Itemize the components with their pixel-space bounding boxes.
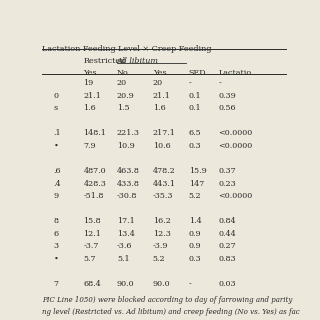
Text: 221.3: 221.3	[117, 129, 140, 137]
Text: 5.7: 5.7	[84, 255, 96, 263]
Text: 15.8: 15.8	[84, 217, 101, 225]
Text: Yes: Yes	[84, 69, 97, 77]
Text: <0.0000: <0.0000	[219, 142, 253, 150]
Text: 487.0: 487.0	[84, 167, 106, 175]
Text: 0.56: 0.56	[219, 104, 236, 112]
Text: <0.0000: <0.0000	[219, 192, 253, 200]
Text: -35.3: -35.3	[153, 192, 173, 200]
Text: ng level (Restricted vs. Ad libitum) and creep feeding (No vs. Yes) as fac: ng level (Restricted vs. Ad libitum) and…	[43, 308, 300, 316]
Text: 7.9: 7.9	[84, 142, 96, 150]
Text: 0.27: 0.27	[219, 243, 236, 251]
Text: Yes: Yes	[153, 69, 166, 77]
Text: 1.5: 1.5	[117, 104, 130, 112]
Text: -: -	[219, 79, 221, 87]
Text: 0.9: 0.9	[189, 230, 201, 238]
Text: 0.83: 0.83	[219, 255, 236, 263]
Text: 217.1: 217.1	[153, 129, 176, 137]
Text: 20.9: 20.9	[117, 92, 135, 100]
Text: -3.9: -3.9	[153, 243, 168, 251]
Text: 15.9: 15.9	[189, 167, 206, 175]
Text: 463.8: 463.8	[117, 167, 140, 175]
Text: -: -	[189, 79, 192, 87]
Text: 0.37: 0.37	[219, 167, 236, 175]
Text: -: -	[189, 280, 192, 288]
Text: 90.0: 90.0	[117, 280, 134, 288]
Text: 12.3: 12.3	[153, 230, 171, 238]
Text: 13.4: 13.4	[117, 230, 135, 238]
Text: .1: .1	[54, 129, 61, 137]
Text: .6: .6	[54, 167, 61, 175]
Text: 428.3: 428.3	[84, 180, 106, 188]
Text: Ad libitum: Ad libitum	[116, 57, 158, 65]
Text: 6.5: 6.5	[189, 129, 201, 137]
Text: 0.23: 0.23	[219, 180, 236, 188]
Text: 1.6: 1.6	[84, 104, 96, 112]
Text: 19: 19	[84, 79, 94, 87]
Text: 9: 9	[54, 192, 59, 200]
Text: .4: .4	[54, 180, 61, 188]
Text: -51.8: -51.8	[84, 192, 104, 200]
Text: 1.6: 1.6	[153, 104, 165, 112]
Text: -30.8: -30.8	[117, 192, 137, 200]
Text: 5.1: 5.1	[117, 255, 130, 263]
Text: 443.1: 443.1	[153, 180, 176, 188]
Text: 21.1: 21.1	[153, 92, 171, 100]
Text: 21.1: 21.1	[84, 92, 101, 100]
Text: 148.1: 148.1	[84, 129, 106, 137]
Text: 10.6: 10.6	[153, 142, 171, 150]
Text: 478.2: 478.2	[153, 167, 176, 175]
Text: Restricted: Restricted	[84, 57, 126, 65]
Text: 0.84: 0.84	[219, 217, 236, 225]
Text: 7: 7	[54, 280, 59, 288]
Text: 20: 20	[153, 79, 163, 87]
Text: Lactatio: Lactatio	[219, 69, 252, 77]
Text: 0.44: 0.44	[219, 230, 236, 238]
Text: -3.6: -3.6	[117, 243, 132, 251]
Text: s: s	[54, 104, 58, 112]
Text: 17.1: 17.1	[117, 217, 135, 225]
Text: 433.8: 433.8	[117, 180, 140, 188]
Text: 0.1: 0.1	[189, 92, 201, 100]
Text: •: •	[54, 255, 59, 263]
Text: 5.2: 5.2	[153, 255, 165, 263]
Text: 0.03: 0.03	[219, 280, 236, 288]
Text: 1.4: 1.4	[189, 217, 202, 225]
Text: 0.3: 0.3	[189, 142, 201, 150]
Text: 20: 20	[117, 79, 127, 87]
Text: <0.0000: <0.0000	[219, 129, 253, 137]
Text: 68.4: 68.4	[84, 280, 101, 288]
Text: •: •	[54, 142, 59, 150]
Text: PIC Line 1050) were blocked according to day of farrowing and parity: PIC Line 1050) were blocked according to…	[43, 296, 293, 304]
Text: 0.9: 0.9	[189, 243, 201, 251]
Text: 16.2: 16.2	[153, 217, 171, 225]
Text: Lactation Feeding Level × Creep Feeding: Lactation Feeding Level × Creep Feeding	[43, 44, 212, 52]
Text: No: No	[117, 69, 129, 77]
Text: 6: 6	[54, 230, 59, 238]
Text: 0: 0	[54, 92, 59, 100]
Text: 90.0: 90.0	[153, 280, 171, 288]
Text: 0.3: 0.3	[189, 255, 201, 263]
Text: 5.2: 5.2	[189, 192, 201, 200]
Text: 3: 3	[54, 243, 59, 251]
Text: 10.9: 10.9	[117, 142, 135, 150]
Text: 0.1: 0.1	[189, 104, 201, 112]
Text: -3.7: -3.7	[84, 243, 99, 251]
Text: 12.1: 12.1	[84, 230, 101, 238]
Text: SED: SED	[189, 69, 206, 77]
Text: 0.39: 0.39	[219, 92, 236, 100]
Text: 8: 8	[54, 217, 59, 225]
Text: 147: 147	[189, 180, 204, 188]
